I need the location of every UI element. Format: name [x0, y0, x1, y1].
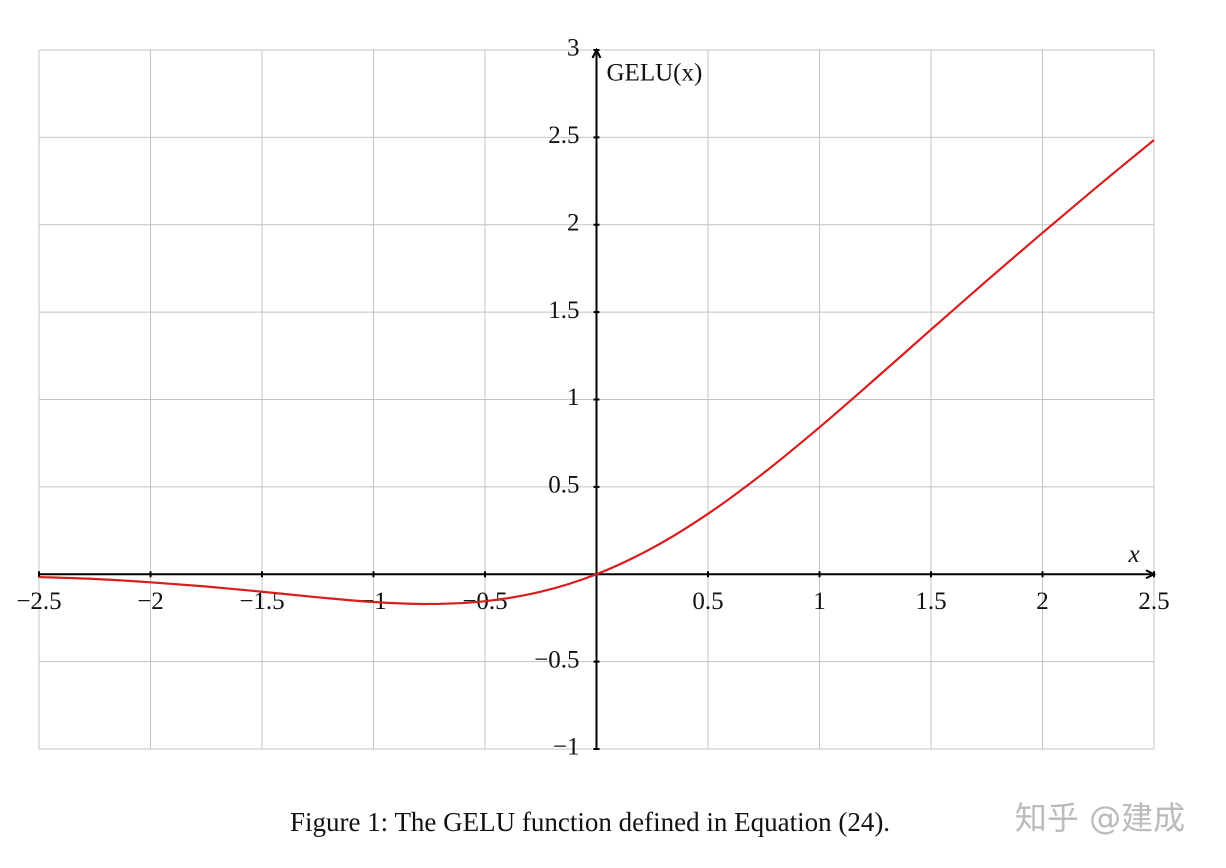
x-tick-label: 0.5 — [692, 588, 723, 615]
x-axis-label: x — [1127, 541, 1139, 568]
watermark: 知乎 @建成 — [1015, 799, 1185, 837]
x-tick-label: −2.5 — [16, 588, 61, 615]
caption: Figure 1: The GELU function defined in E… — [290, 807, 890, 837]
y-tick-label: −0.5 — [534, 646, 579, 673]
y-tick-label: 3 — [567, 35, 580, 62]
y-tick-label: 2.5 — [548, 122, 579, 149]
y-tick-label: 1.5 — [548, 297, 579, 324]
gelu-curve — [38, 139, 1155, 606]
y-tick-label: −1 — [553, 734, 580, 761]
x-tick-label: 1 — [813, 588, 826, 615]
x-tick-label: 1.5 — [915, 588, 946, 615]
y-tick-label: 0.5 — [548, 472, 579, 499]
x-tick-label: −2 — [137, 588, 164, 615]
y-tick-label: 1 — [567, 384, 580, 411]
y-tick-label: 2 — [567, 209, 580, 236]
x-tick-label: 2 — [1036, 588, 1049, 615]
x-tick-label: 2.5 — [1138, 588, 1169, 615]
y-axis-label: GELU(x) — [607, 60, 703, 87]
